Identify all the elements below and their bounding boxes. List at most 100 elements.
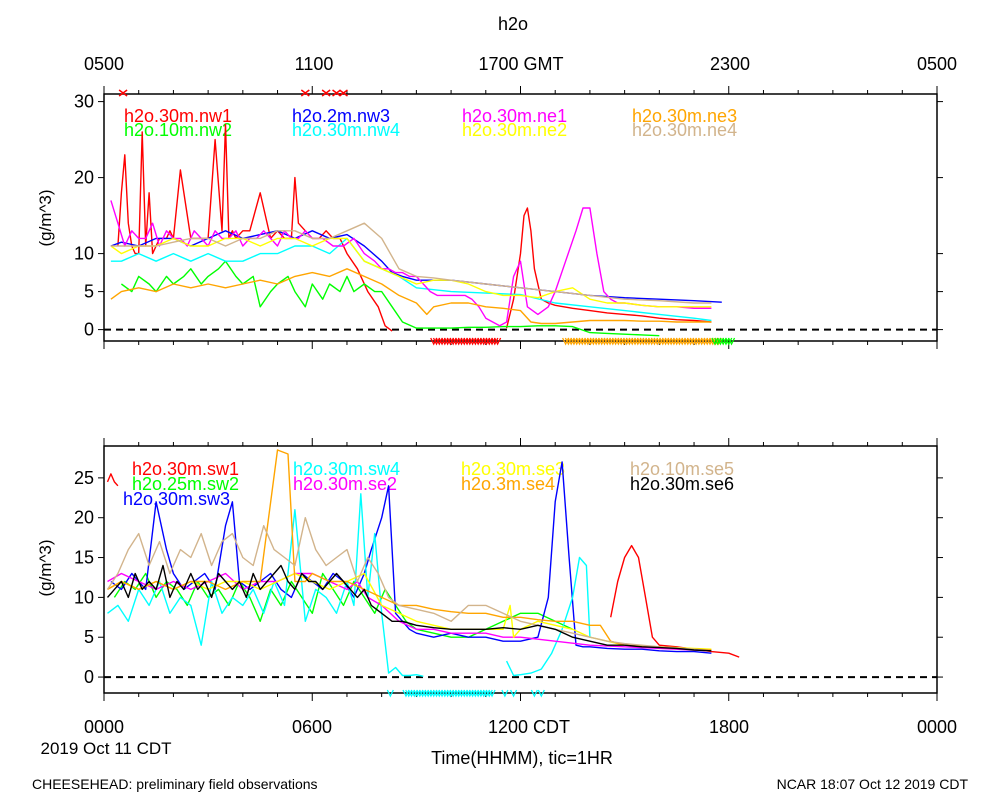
out-of-range-marker	[452, 689, 460, 698]
out-of-range-marker	[661, 337, 670, 346]
bottom-plot-area: 0 5 10 15 20 25	[74, 438, 943, 701]
legend-entry: h2o.30m.se6	[630, 474, 734, 494]
out-of-range-marker	[438, 337, 446, 346]
legend-entry: h2o.30m.sw1	[132, 459, 239, 479]
out-of-range-marker	[482, 689, 491, 698]
series-line-h2o.30m.ne1	[110, 200, 712, 327]
out-of-range-marker	[480, 689, 488, 698]
legend-entry: h2o.30m.sw4	[293, 459, 400, 479]
out-of-range-marker	[466, 337, 474, 346]
y-tick-label: 0	[84, 320, 94, 340]
out-of-range-marker	[689, 337, 697, 346]
series-line-h2o.25m.sw2	[113, 572, 573, 638]
out-of-range-marker	[675, 337, 684, 346]
out-of-range-marker	[706, 337, 714, 346]
out-of-range-marker	[645, 337, 653, 346]
legend-entry: h2o.30m.nw4	[292, 120, 400, 140]
legend-entry: h2o.30m.ne3	[632, 106, 737, 126]
out-of-range-marker	[300, 89, 310, 97]
out-of-range-marker	[419, 689, 427, 698]
top-tick-label: 2300	[710, 54, 750, 74]
y-tick-label: 20	[74, 168, 94, 188]
out-of-range-marker	[474, 689, 482, 698]
out-of-range-marker	[686, 337, 695, 346]
out-of-range-marker	[725, 337, 733, 346]
out-of-range-marker	[488, 689, 496, 698]
legend-entry: h2o.30m.ne2	[462, 120, 567, 140]
series-line-h2o.30m.nw1	[505, 207, 712, 329]
out-of-range-marker	[692, 337, 700, 346]
out-of-range-marker	[416, 689, 424, 698]
out-of-range-marker	[435, 337, 443, 346]
out-of-range-marker	[570, 337, 578, 346]
out-of-range-marker	[441, 337, 449, 346]
out-of-range-marker	[714, 337, 722, 346]
y-tick-label: 5	[84, 282, 94, 302]
out-of-range-marker	[488, 337, 496, 346]
out-of-range-marker	[332, 89, 341, 97]
out-of-range-marker	[485, 337, 493, 346]
out-of-range-marker	[339, 89, 348, 97]
out-of-range-marker	[695, 337, 703, 346]
out-of-range-marker	[722, 337, 730, 346]
out-of-range-marker	[457, 337, 466, 346]
out-of-range-marker	[444, 689, 452, 698]
series-line-h2o.10m.nw2	[120, 260, 660, 337]
top-tick-label: 0500	[84, 54, 124, 74]
out-of-range-marker	[711, 337, 719, 346]
out-of-range-marker	[471, 337, 479, 346]
legend-entry: h2o.2m.nw3	[292, 106, 390, 126]
bottom-tick-label: 0000	[917, 717, 957, 737]
out-of-range-marker	[474, 337, 482, 346]
out-of-range-marker	[438, 689, 446, 698]
out-of-range-marker	[405, 689, 413, 698]
top-legend: h2o.30m.nw1h2o.10m.nw2h2o.2m.nw3h2o.30m.…	[124, 106, 737, 140]
out-of-range-marker	[648, 337, 656, 346]
out-of-range-marker	[435, 689, 443, 698]
out-of-range-marker	[449, 337, 457, 346]
out-of-range-marker	[480, 337, 488, 346]
out-of-range-marker	[659, 337, 667, 346]
out-of-range-marker	[681, 337, 689, 346]
footer-left: CHEESEHEAD: preliminary field observatio…	[32, 776, 318, 792]
out-of-range-marker	[494, 337, 502, 346]
out-of-range-marker	[118, 89, 128, 97]
out-of-range-marker	[471, 689, 479, 698]
series-line-h2o.30m.sw4	[505, 556, 591, 677]
out-of-range-marker	[457, 689, 466, 698]
out-of-range-marker	[460, 689, 468, 698]
out-of-range-marker	[432, 337, 441, 346]
top-tick-label: 1700 GMT	[478, 54, 563, 74]
series-line-h2o.30m.se3	[107, 572, 712, 650]
bottom-y-axis-label: (g/m^3)	[36, 539, 55, 596]
series-line-h2o.3m.se4	[107, 449, 712, 651]
out-of-range-marker	[653, 337, 661, 346]
top-axis-labels: 0500 1100 1700 GMT 2300 0500	[84, 54, 957, 74]
legend-entry: h2o.25m.sw2	[132, 474, 239, 494]
out-of-range-marker	[482, 337, 491, 346]
out-of-range-marker	[427, 689, 435, 698]
bottom-tick-label: 1800	[709, 717, 749, 737]
out-of-range-marker	[501, 689, 509, 698]
out-of-range-marker	[595, 337, 603, 346]
out-of-range-marker	[650, 337, 659, 346]
top-tick-label: 1100	[295, 54, 334, 74]
out-of-range-marker	[584, 337, 592, 346]
out-of-range-marker	[413, 689, 421, 698]
out-of-range-marker	[564, 337, 572, 346]
out-of-range-marker	[537, 689, 545, 698]
series-line-h2o.30m.se6	[106, 564, 712, 652]
out-of-range-marker	[631, 337, 639, 346]
out-of-range-marker	[432, 689, 441, 698]
top-plot-area: 0 5 10 20 30	[74, 86, 943, 349]
top-tick-label: 0500	[917, 54, 957, 74]
series-line-h2o.30m.nw1	[117, 123, 393, 332]
y-tick-label: 10	[74, 244, 94, 264]
out-of-range-marker	[469, 689, 477, 698]
out-of-range-marker	[620, 337, 628, 346]
out-of-range-marker	[700, 337, 709, 346]
out-of-range-marker	[463, 337, 471, 346]
out-of-range-marker	[446, 337, 454, 346]
